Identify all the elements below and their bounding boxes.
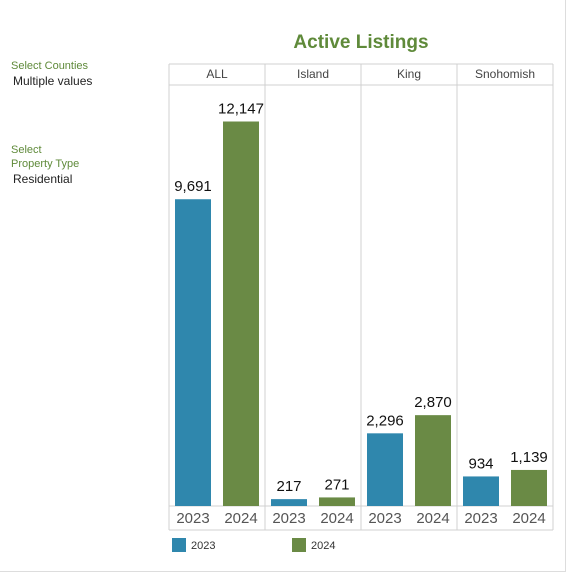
panel-header: ALL: [206, 67, 228, 81]
filter-label: Select Property Type: [11, 144, 80, 170]
legend-label: 2023: [191, 540, 215, 552]
bar: [271, 499, 307, 506]
x-tick-label: 2024: [416, 510, 449, 527]
data-label: 12,147: [218, 100, 264, 117]
data-label: 217: [276, 478, 301, 495]
chart-title: Active Listings: [293, 32, 428, 53]
bar: [367, 433, 403, 506]
bar: [463, 476, 499, 506]
filter-value[interactable]: Multiple values: [13, 74, 93, 88]
bar: [175, 199, 211, 506]
legend-swatch: [292, 538, 306, 552]
data-label: 9,691: [174, 178, 212, 195]
x-tick-label: 2024: [512, 510, 545, 527]
panel-header: Snohomish: [475, 67, 535, 81]
x-tick-label: 2024: [224, 510, 257, 527]
bar: [511, 469, 547, 506]
bar: [223, 121, 259, 506]
data-label: 934: [468, 455, 493, 472]
legend-swatch: [172, 538, 186, 552]
bar: [319, 497, 355, 506]
data-label: 2,296: [366, 412, 404, 429]
panel-header: King: [397, 67, 421, 81]
filter-label: Select Counties: [11, 60, 89, 72]
data-label: 2,870: [414, 394, 452, 411]
x-tick-label: 2024: [320, 510, 353, 527]
data-label: 1,139: [510, 449, 548, 466]
panel-header: Island: [297, 67, 329, 81]
x-tick-label: 2023: [272, 510, 305, 527]
x-tick-label: 2023: [368, 510, 401, 527]
x-tick-label: 2023: [176, 510, 209, 527]
data-label: 271: [324, 476, 349, 493]
filter-value[interactable]: Residential: [13, 172, 73, 186]
bar: [415, 415, 451, 506]
legend-label: 2024: [311, 540, 335, 552]
x-tick-label: 2023: [464, 510, 497, 527]
